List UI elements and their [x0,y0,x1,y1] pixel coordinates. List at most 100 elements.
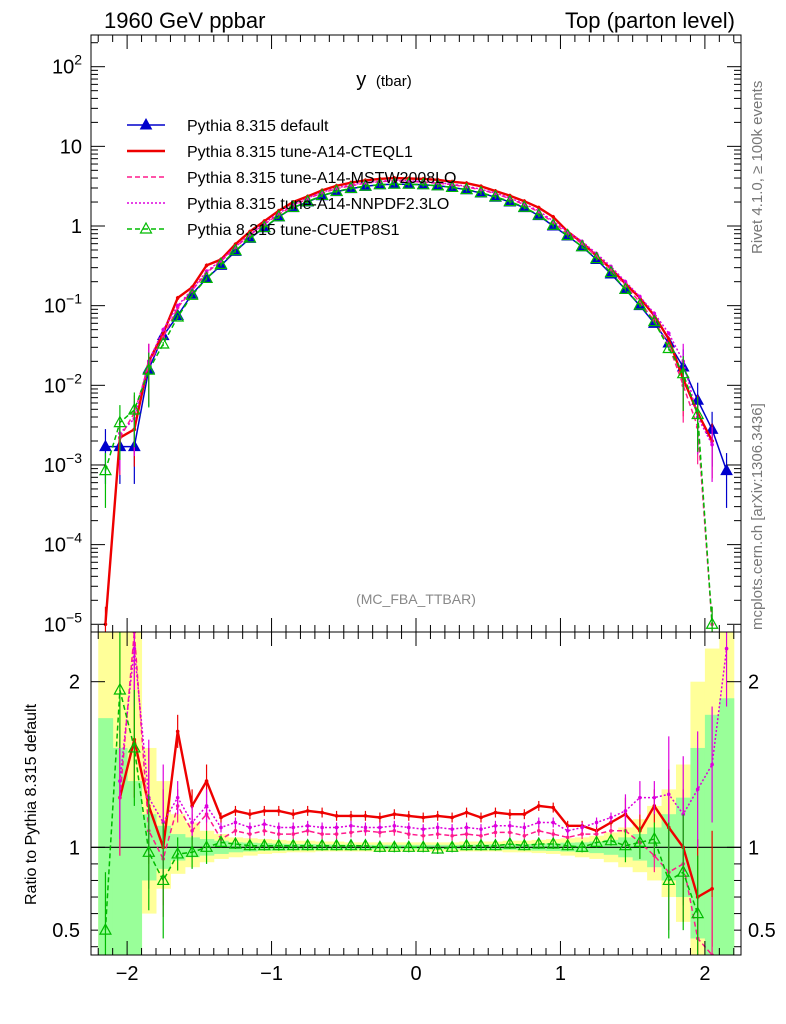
uncertainty-band-inner [98,718,114,955]
ratio-point [479,827,483,831]
legend-entry: Pythia 8.315 tune-A14-NNPDF2.3LO [127,196,449,213]
ratio-point [185,845,199,857]
ratio-point [406,825,411,830]
ratio-point [551,832,556,836]
ratio-point [435,814,440,818]
data-point [662,341,676,354]
y-tick-label-base: 10 [44,455,66,477]
ratio-point [349,824,353,828]
ratio-point [156,873,170,886]
ratio-point [233,820,238,825]
y-tick-label: 10−3 [44,450,82,477]
y-tick-label: 10 [60,136,82,158]
ratio-point [647,831,661,844]
ratio-point [522,812,527,817]
ratio-point [536,804,541,808]
data-point [142,362,156,375]
ratio-point [522,825,527,830]
data-point [604,265,618,278]
x-tick-label: −1 [260,963,283,985]
ratio-point [330,838,344,851]
ratio-line [104,689,699,931]
data-point [474,185,488,198]
data-point [387,176,401,189]
y-tick-label-base: 10 [52,57,74,79]
ratio-point [291,825,296,830]
ratio-point [493,830,498,835]
ratio-point [204,779,209,783]
ratio-point [421,815,426,820]
ratio-point [580,832,584,836]
legend-label: Pythia 8.315 tune-CUETP8S1 [187,222,400,239]
series-line [104,183,713,625]
ratio-point [175,795,180,800]
ratio-point [392,812,397,817]
rivet-version-label: Rivet 4.1.0, ≥ 100k events [749,81,766,254]
ratio-point [272,838,286,851]
ratio-line [119,632,713,955]
y-tick-label-base: 10 [44,535,66,557]
ratio-point [190,820,194,825]
ratio-y-tick-label-right: 0.5 [748,920,776,942]
ratio-point [536,820,541,825]
ratio-point [710,886,714,891]
ratio-point [633,835,647,847]
ratio-point [113,682,127,695]
series-2 [103,176,714,632]
ratio-point [522,833,527,838]
ratio-point [536,828,541,833]
data-point [373,177,387,190]
ratio-point [262,828,267,833]
ratio-point [594,820,599,825]
ratio-series-3 [118,632,729,881]
plot-title-sub: (tbar) [376,73,412,90]
ratio-point [305,809,310,813]
ratio-point [320,832,324,836]
ratio-point [127,740,141,753]
ratio-point [416,840,430,852]
data-point [691,407,705,420]
ratio-point [666,792,671,797]
ratio-point [493,810,498,815]
ratio-point [291,812,296,817]
data-point [488,189,502,202]
plot-title: y (tbar) [356,69,411,91]
ratio-point [551,805,556,810]
ratio-point [710,762,714,767]
data-point [99,439,112,452]
ratio-point [450,833,454,838]
ratio-point [662,873,676,886]
data-point [200,271,214,283]
y-tick-label: 10−5 [44,609,82,636]
data-point [551,215,556,219]
ratio-point [358,838,372,851]
data-point [301,194,315,207]
uncertainty-band-inner [127,781,143,955]
data-point [536,205,541,210]
data-point [286,200,300,213]
ratio-point [623,809,628,813]
legend-label: Pythia 8.315 tune-A14-MSTW2008LO [187,170,456,187]
ratio-point [276,809,281,813]
data-point [561,228,575,241]
data-point [460,182,474,195]
data-point [228,243,242,256]
ratio-point [243,838,257,851]
y-tick-label-exp: −3 [66,450,82,466]
ratio-point [334,832,339,836]
ratio-point [305,824,310,828]
ratio-point [421,833,426,838]
ratio-point [262,809,267,813]
ratio-point [320,825,324,830]
x-tick-label: 2 [699,963,710,985]
legend-label: Pythia 8.315 default [187,118,329,135]
ratio-point [286,838,300,851]
data-point [666,331,671,336]
header-collision-label: 1960 GeV ppbar [104,8,265,33]
legend-entry: Pythia 8.315 default [127,117,329,135]
ratio-point [315,838,329,851]
ratio-point [349,814,353,818]
ratio-point [460,838,474,851]
ratio-point [248,812,252,817]
